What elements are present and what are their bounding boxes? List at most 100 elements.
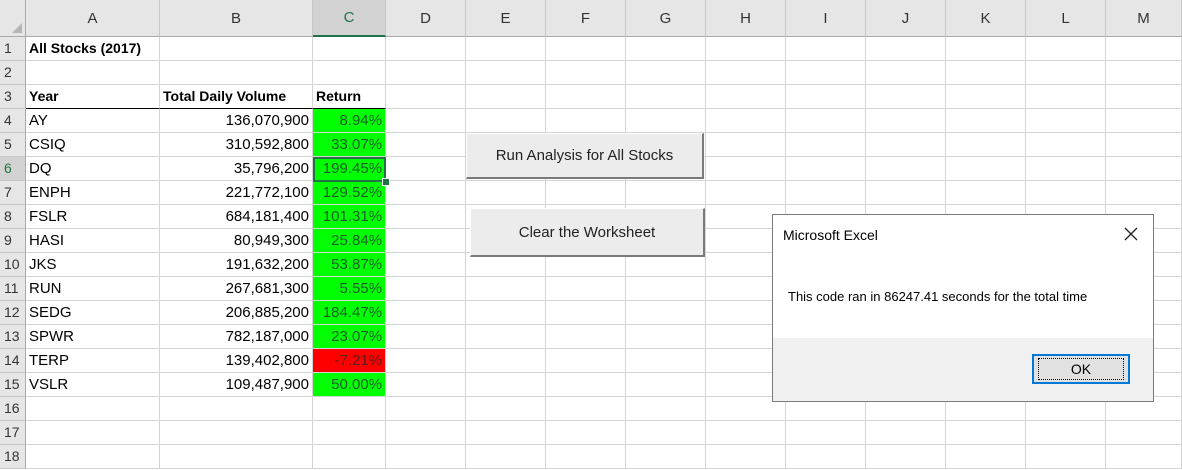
volume-cell[interactable]: 139,402,800 bbox=[160, 349, 313, 373]
grid-cell[interactable] bbox=[386, 205, 466, 229]
ticker-cell[interactable]: RUN bbox=[26, 277, 160, 301]
grid-cell[interactable] bbox=[706, 397, 786, 421]
grid-cell[interactable] bbox=[466, 421, 546, 445]
grid-cell[interactable] bbox=[546, 253, 626, 277]
ticker-cell[interactable]: HASI bbox=[26, 229, 160, 253]
grid-cell[interactable] bbox=[160, 445, 313, 469]
return-cell[interactable]: 5.55% bbox=[313, 277, 386, 301]
volume-cell[interactable]: 109,487,900 bbox=[160, 373, 313, 397]
grid-cell[interactable] bbox=[1106, 37, 1182, 61]
header-ticker[interactable]: Year bbox=[26, 85, 160, 109]
grid-cell[interactable] bbox=[546, 277, 626, 301]
sheet-title[interactable]: All Stocks (2017) bbox=[26, 37, 160, 61]
grid-cell[interactable] bbox=[466, 253, 546, 277]
row-header-8[interactable]: 8 bbox=[0, 205, 26, 229]
grid-cell[interactable] bbox=[1106, 157, 1182, 181]
grid-cell[interactable] bbox=[1106, 181, 1182, 205]
grid-cell[interactable] bbox=[1026, 85, 1106, 109]
column-header-m[interactable]: M bbox=[1106, 0, 1182, 37]
grid-cell[interactable] bbox=[946, 61, 1026, 85]
grid-cell[interactable] bbox=[546, 61, 626, 85]
grid-cell[interactable] bbox=[866, 181, 946, 205]
row-header-15[interactable]: 15 bbox=[0, 373, 26, 397]
grid-cell[interactable] bbox=[26, 61, 160, 85]
grid-cell[interactable] bbox=[466, 85, 546, 109]
grid-cell[interactable] bbox=[386, 157, 466, 181]
row-header-10[interactable]: 10 bbox=[0, 253, 26, 277]
grid-cell[interactable] bbox=[386, 277, 466, 301]
grid-cell[interactable] bbox=[626, 85, 706, 109]
grid-cell[interactable] bbox=[466, 109, 546, 133]
column-header-e[interactable]: E bbox=[466, 0, 546, 37]
grid-cell[interactable] bbox=[626, 445, 706, 469]
grid-cell[interactable] bbox=[160, 397, 313, 421]
grid-cell[interactable] bbox=[626, 277, 706, 301]
grid-cell[interactable] bbox=[1026, 133, 1106, 157]
grid-cell[interactable] bbox=[466, 445, 546, 469]
grid-cell[interactable] bbox=[946, 85, 1026, 109]
row-header-13[interactable]: 13 bbox=[0, 325, 26, 349]
column-header-h[interactable]: H bbox=[706, 0, 786, 37]
grid-cell[interactable] bbox=[946, 181, 1026, 205]
return-cell[interactable]: 53.87% bbox=[313, 253, 386, 277]
volume-cell[interactable]: 35,796,200 bbox=[160, 157, 313, 181]
ticker-cell[interactable]: SPWR bbox=[26, 325, 160, 349]
row-header-9[interactable]: 9 bbox=[0, 229, 26, 253]
column-header-i[interactable]: I bbox=[786, 0, 866, 37]
grid-cell[interactable] bbox=[546, 445, 626, 469]
close-icon[interactable] bbox=[1123, 226, 1139, 242]
row-header-6[interactable]: 6 bbox=[0, 157, 26, 181]
header-return[interactable]: Return bbox=[313, 85, 386, 109]
ticker-cell[interactable]: FSLR bbox=[26, 205, 160, 229]
grid-cell[interactable] bbox=[546, 397, 626, 421]
grid-cell[interactable] bbox=[786, 61, 866, 85]
grid-cell[interactable] bbox=[546, 181, 626, 205]
return-cell[interactable]: 199.45% bbox=[313, 157, 386, 181]
grid-cell[interactable] bbox=[1106, 61, 1182, 85]
ticker-cell[interactable]: CSIQ bbox=[26, 133, 160, 157]
grid-cell[interactable] bbox=[626, 373, 706, 397]
return-cell[interactable]: 184.47% bbox=[313, 301, 386, 325]
column-header-b[interactable]: B bbox=[160, 0, 313, 37]
grid-cell[interactable] bbox=[706, 133, 786, 157]
ticker-cell[interactable]: TERP bbox=[26, 349, 160, 373]
column-header-g[interactable]: G bbox=[626, 0, 706, 37]
grid-cell[interactable] bbox=[866, 157, 946, 181]
grid-cell[interactable] bbox=[626, 37, 706, 61]
grid-cell[interactable] bbox=[866, 37, 946, 61]
grid-cell[interactable] bbox=[466, 37, 546, 61]
grid-cell[interactable] bbox=[786, 397, 866, 421]
grid-cell[interactable] bbox=[866, 109, 946, 133]
grid-cell[interactable] bbox=[160, 37, 313, 61]
grid-cell[interactable] bbox=[466, 301, 546, 325]
ok-button[interactable]: OK bbox=[1032, 354, 1130, 384]
grid-cell[interactable] bbox=[160, 61, 313, 85]
grid-cell[interactable] bbox=[1106, 109, 1182, 133]
grid-cell[interactable] bbox=[313, 445, 386, 469]
grid-cell[interactable] bbox=[786, 133, 866, 157]
row-header-14[interactable]: 14 bbox=[0, 349, 26, 373]
grid-cell[interactable] bbox=[1026, 37, 1106, 61]
clear-worksheet-button[interactable]: Clear the Worksheet bbox=[470, 208, 705, 257]
grid-cell[interactable] bbox=[386, 37, 466, 61]
grid-cell[interactable] bbox=[26, 445, 160, 469]
grid-cell[interactable] bbox=[1026, 445, 1106, 469]
grid-cell[interactable] bbox=[626, 421, 706, 445]
grid-cell[interactable] bbox=[866, 133, 946, 157]
column-header-a[interactable]: A bbox=[26, 0, 160, 37]
volume-cell[interactable]: 136,070,900 bbox=[160, 109, 313, 133]
return-cell[interactable]: -7.21% bbox=[313, 349, 386, 373]
grid-cell[interactable] bbox=[546, 85, 626, 109]
grid-cell[interactable] bbox=[386, 181, 466, 205]
row-header-3[interactable]: 3 bbox=[0, 85, 26, 109]
grid-cell[interactable] bbox=[386, 373, 466, 397]
grid-cell[interactable] bbox=[1026, 157, 1106, 181]
grid-cell[interactable] bbox=[386, 421, 466, 445]
volume-cell[interactable]: 221,772,100 bbox=[160, 181, 313, 205]
grid-cell[interactable] bbox=[706, 37, 786, 61]
grid-cell[interactable] bbox=[386, 85, 466, 109]
grid-cell[interactable] bbox=[386, 133, 466, 157]
grid-cell[interactable] bbox=[946, 445, 1026, 469]
grid-cell[interactable] bbox=[466, 373, 546, 397]
